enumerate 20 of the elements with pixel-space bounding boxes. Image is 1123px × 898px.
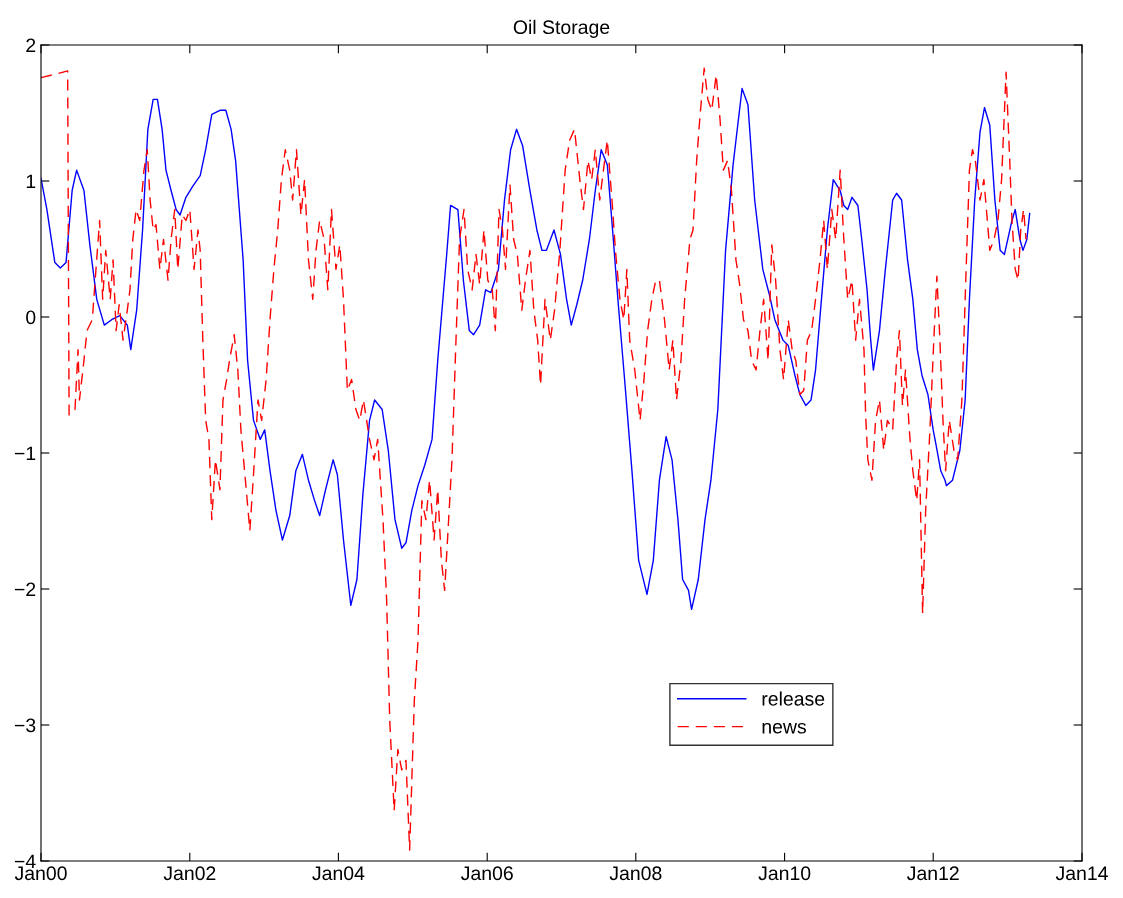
- y-tick-label: 1: [26, 174, 36, 189]
- x-tick-label: Jan08: [609, 866, 662, 881]
- line-series: [41, 87, 1031, 611]
- x-tick-label: Jan12: [907, 866, 959, 881]
- y-tick-label: −3: [14, 718, 36, 733]
- x-tick-label: Jan10: [758, 866, 811, 881]
- x-tick-label: Jan04: [312, 866, 365, 881]
- x-tick-label: Jan02: [163, 866, 216, 881]
- x-tick-label: Jan00: [14, 866, 67, 881]
- x-tick-label: Jan06: [461, 866, 513, 881]
- legend-label: news: [762, 722, 806, 734]
- y-tick-label: −2: [14, 582, 36, 597]
- y-tick-label: −4: [14, 854, 36, 869]
- y-tick-label: 2: [26, 38, 36, 53]
- legend-label: release: [762, 691, 825, 706]
- line-series: [41, 67, 1027, 851]
- y-tick-label: −1: [14, 446, 36, 461]
- chart-title: Oil Storage: [513, 19, 610, 38]
- x-tick-label: Jan14: [1055, 866, 1108, 881]
- y-tick-label: 0: [26, 310, 36, 325]
